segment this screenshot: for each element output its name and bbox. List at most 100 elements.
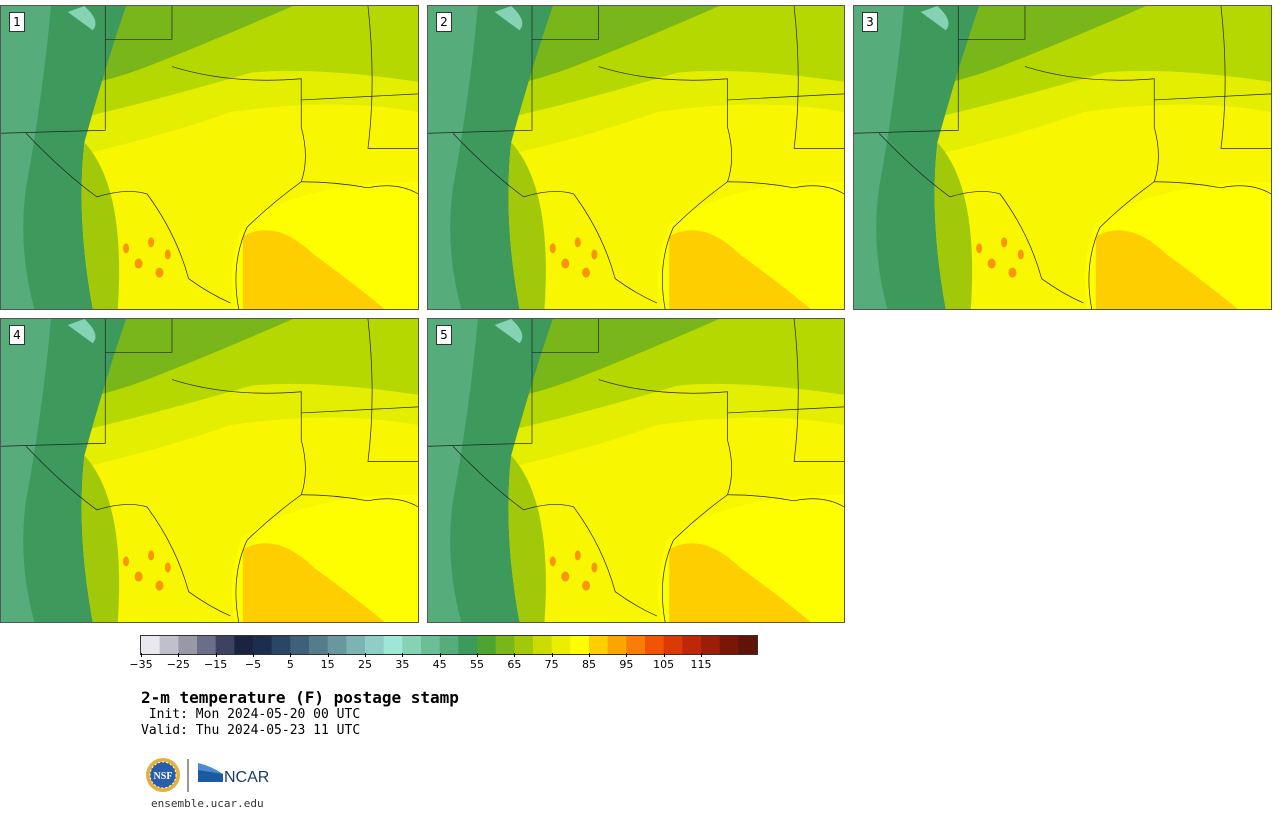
site-url: ensemble.ucar.edu <box>151 797 264 810</box>
hot-spot <box>561 571 570 582</box>
valid-time: Valid: Thu 2024-05-23 11 UTC <box>141 723 361 738</box>
gulf-warm-patch <box>242 543 385 622</box>
gulf-warm-patch <box>242 230 385 309</box>
colorbar-tick-label: 25 <box>358 658 372 671</box>
hot-spot <box>155 267 164 278</box>
peak-area <box>494 319 523 344</box>
hot-spot <box>987 258 996 269</box>
panel-number-label: 3 <box>862 12 878 32</box>
colorbar-tick-label: 65 <box>507 658 522 671</box>
panel-number-label: 4 <box>9 325 25 345</box>
colorbar-bin <box>215 636 235 654</box>
hot-spot <box>1017 249 1024 260</box>
colorbar-bin <box>645 636 665 654</box>
peak-area <box>920 6 949 31</box>
colorbar-bin <box>421 636 441 654</box>
ncar-logo-text: NCAR <box>224 769 269 786</box>
colorbar-tick-label: 5 <box>286 658 294 671</box>
foothills-area <box>81 455 120 622</box>
colorbar-tick-label: 45 <box>432 658 447 671</box>
colorbar-bin <box>719 636 739 654</box>
colorbar-bin <box>682 636 702 654</box>
hot-spot <box>582 580 591 591</box>
colorbar-bin <box>701 636 721 654</box>
colorbar-bin <box>495 636 515 654</box>
colorbar <box>140 635 758 655</box>
foothills-area <box>508 142 546 309</box>
foothills-area <box>81 142 120 309</box>
state-boundaries <box>854 6 1271 309</box>
hot-spot <box>1008 267 1017 278</box>
gulf-warm-patch <box>1095 230 1238 309</box>
state-boundaries <box>1 319 418 622</box>
peak-area <box>67 6 96 31</box>
colorbar-bin <box>570 636 590 654</box>
colorbar-tick-label: 115 <box>690 658 712 671</box>
hot-spot <box>591 562 598 573</box>
temperature-map <box>1 319 418 622</box>
colorbar-bin <box>253 636 273 654</box>
hot-spot <box>976 243 983 254</box>
colorbar-tick-label: 95 <box>619 658 634 671</box>
state-boundaries <box>428 319 844 622</box>
high-mountains-area <box>854 6 905 309</box>
colorbar-bin <box>383 636 403 654</box>
hot-spot <box>549 556 556 567</box>
map-panel-2[interactable]: 2 <box>427 5 845 310</box>
colorbar-bin <box>439 636 459 654</box>
colorbar-tick <box>626 653 628 657</box>
high-mountains-area <box>428 319 478 622</box>
map-panel-4[interactable]: 4 <box>0 318 419 623</box>
colorbar-tick <box>551 653 553 657</box>
hot-spot <box>134 571 143 582</box>
colorbar-bin <box>514 636 534 654</box>
colorbar-tick <box>663 653 665 657</box>
gulf-warm-patch <box>669 543 811 622</box>
hot-spot <box>574 550 581 561</box>
colorbar-bin <box>626 636 646 654</box>
map-panel-3[interactable]: 3 <box>853 5 1272 310</box>
colorbar-bin <box>402 636 422 654</box>
colorbar-tick <box>589 653 590 657</box>
nsf-logo-text: NSF <box>154 771 173 782</box>
chart-title: 2-m temperature (F) postage stamp <box>141 688 459 707</box>
colorbar-tick <box>215 653 217 657</box>
colorbar-tick <box>365 653 366 657</box>
hot-spot <box>164 562 171 573</box>
temperature-map <box>428 319 844 622</box>
colorbar-bin <box>589 636 609 654</box>
colorbar-tick <box>253 653 254 657</box>
colorbar-bin <box>178 636 198 654</box>
panel-number-label: 5 <box>436 325 452 345</box>
hot-spot <box>155 580 164 591</box>
colorbar-tick-label: 15 <box>320 658 335 671</box>
hot-spot <box>591 249 598 260</box>
colorbar-bin <box>663 636 683 654</box>
high-mountains-area <box>1 6 52 309</box>
colorbar-tick-label: 105 <box>653 658 675 671</box>
colorbar-bin <box>159 636 179 654</box>
colorbar-bin <box>271 636 291 654</box>
colorbar-tick <box>477 653 478 657</box>
colorbar-bin <box>738 636 757 654</box>
map-panel-5[interactable]: 5 <box>427 318 845 623</box>
high-mountains-area <box>1 319 52 622</box>
colorbar-bin <box>309 636 329 654</box>
state-boundaries <box>1 6 418 309</box>
colorbar-tick <box>327 653 329 657</box>
hot-spot <box>582 267 591 278</box>
colorbar-bin <box>533 636 553 654</box>
gulf-warm-patch <box>669 230 811 309</box>
foothills-area <box>934 142 973 309</box>
nsf-ncar-logo: NSF NCAR <box>146 758 269 792</box>
map-panel-1[interactable]: 1 <box>0 5 419 310</box>
hot-spot <box>164 249 171 260</box>
colorbar-tick <box>439 653 441 657</box>
panel-number-label: 2 <box>436 12 452 32</box>
colorbar-tick-label: 35 <box>395 658 410 671</box>
colorbar-bin <box>458 636 478 654</box>
logos: NSF NCAR <box>145 756 285 794</box>
colorbar-bin <box>607 636 627 654</box>
peak-area <box>67 319 96 344</box>
ncar-logo-icon: NCAR <box>198 763 269 786</box>
